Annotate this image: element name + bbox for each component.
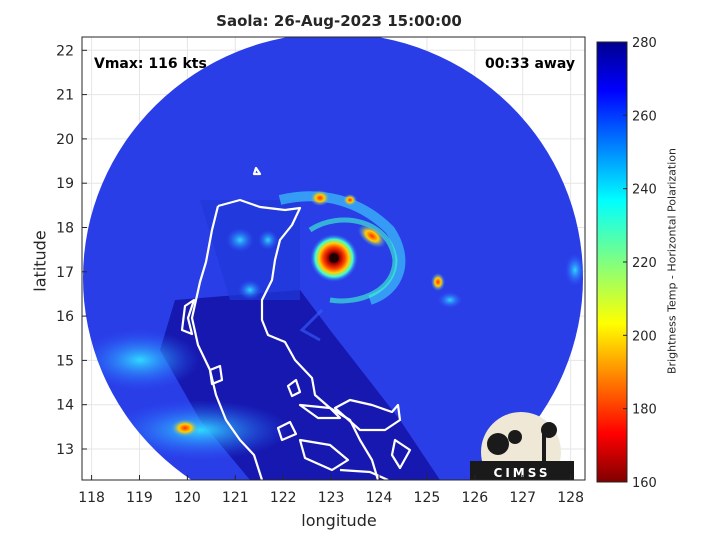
x-tick-label: 121 (222, 490, 249, 506)
cimss-logo: CIMSS (470, 412, 574, 480)
y-tick-label: 14 (56, 398, 74, 414)
x-tick-label: 122 (270, 490, 297, 506)
x-tick-label: 126 (461, 490, 488, 506)
colorbar-axis: 160 180 200 220 240 260 280 (623, 36, 657, 491)
colorbar-tick-label: 220 (632, 256, 657, 271)
x-tick-label: 118 (78, 490, 105, 506)
x-tick-label: 125 (414, 490, 441, 506)
colorbar-tick-label: 280 (632, 36, 657, 51)
colorbar-tick-label: 180 (632, 403, 657, 418)
y-tick-label: 21 (56, 88, 74, 104)
colorbar-tick-label: 260 (632, 109, 657, 124)
y-tick-label: 13 (56, 442, 74, 458)
colorbar-tick-label: 240 (632, 183, 657, 198)
x-tick-label: 123 (318, 490, 345, 506)
x-tick-label: 124 (366, 490, 393, 506)
colorbar-label: Brightness Temp - Horizontal Polarizatio… (665, 148, 679, 374)
coastlines (180, 166, 412, 480)
vmax-annotation: Vmax: 116 kts (94, 56, 207, 72)
x-tick-label: 120 (174, 490, 201, 506)
x-axis-label: longitude (301, 511, 377, 530)
time-away-annotation: 00:33 away (485, 56, 575, 72)
y-tick-label: 20 (56, 132, 74, 148)
y-tick-label: 22 (56, 43, 74, 59)
y-tick-label: 18 (56, 220, 74, 236)
x-tick-label: 119 (126, 490, 153, 506)
logo-text: CIMSS (494, 466, 551, 480)
colorbar (596, 41, 628, 483)
y-axis: 13 14 15 16 17 18 19 20 21 22 (56, 43, 87, 458)
x-tick-label: 128 (557, 490, 584, 506)
y-tick-label: 16 (56, 309, 74, 325)
brightness-temp-swath: CIMSS (83, 37, 583, 480)
colorbar-tick-label: 160 (632, 476, 657, 491)
y-tick-label: 15 (56, 353, 74, 369)
y-tick-label: 19 (56, 176, 74, 192)
y-tick-label: 17 (56, 265, 74, 281)
x-axis: 118 119 120 121 122 123 124 125 126 127 128 (78, 475, 584, 506)
plot-frame (81, 36, 586, 481)
colorbar-tick-label: 200 (632, 329, 657, 344)
page-title: Saola: 26-Aug-2023 15:00:00 (216, 12, 462, 30)
x-tick-label: 127 (509, 490, 536, 506)
y-axis-label: latitude (30, 230, 50, 292)
